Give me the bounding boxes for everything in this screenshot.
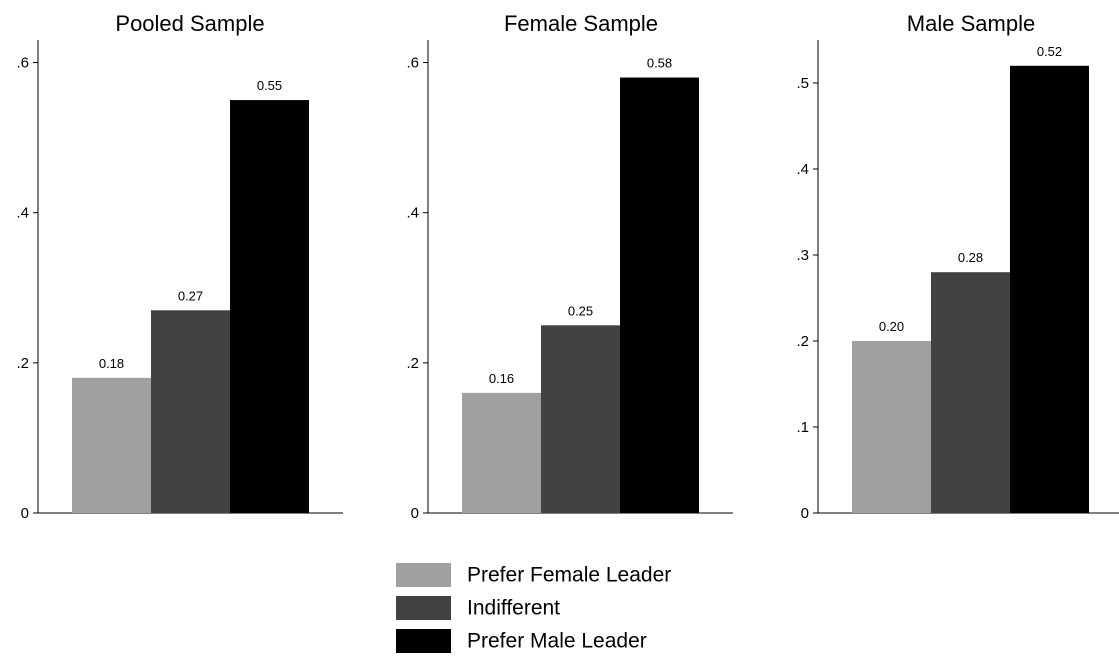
- y-tick-label: .4: [796, 161, 809, 178]
- y-tick-label: .1: [796, 419, 809, 436]
- y-tick-label: .2: [406, 355, 419, 372]
- y-tick-label: .3: [796, 247, 809, 264]
- bar-prefer-male-leader: [620, 77, 699, 514]
- y-tick-label: .2: [16, 355, 29, 372]
- legend-swatch-prefer-female-leader: [396, 563, 451, 587]
- bar-indifferent: [541, 325, 620, 513]
- y-tick-label: .5: [796, 75, 809, 92]
- panel-title: Male Sample: [907, 11, 1035, 36]
- bar-value-label: 0.18: [99, 356, 124, 371]
- bar-value-label: 0.55: [257, 78, 282, 93]
- panel-female-sample: Female Sample 0 .2 .4 .6 0.16 0.25 0.58: [406, 11, 733, 522]
- legend-swatch-prefer-male-leader: [396, 629, 451, 653]
- bar-value-label: 0.52: [1037, 44, 1062, 59]
- legend-label-prefer-male-leader: Prefer Male Leader: [467, 630, 647, 653]
- bar-indifferent: [151, 310, 230, 513]
- y-tick-label: .2: [796, 333, 809, 350]
- y-tick-label: .4: [16, 205, 29, 222]
- legend-label-prefer-female-leader: Prefer Female Leader: [467, 564, 671, 587]
- y-tick-label: .4: [406, 205, 419, 222]
- y-tick-label: .6: [16, 54, 29, 71]
- y-tick-label: 0: [21, 505, 29, 522]
- bar-prefer-female-leader: [852, 341, 931, 513]
- bar-prefer-male-leader: [230, 100, 309, 514]
- panel-title: Female Sample: [504, 11, 658, 36]
- y-tick-label: .6: [406, 54, 419, 71]
- bar-prefer-female-leader: [462, 392, 541, 513]
- bar-value-label: 0.58: [647, 56, 672, 71]
- bar-prefer-female-leader: [72, 377, 151, 513]
- bar-value-label: 0.25: [568, 303, 593, 318]
- bar-indifferent: [931, 272, 1010, 513]
- legend-swatch-indifferent: [396, 596, 451, 620]
- legend-label-indifferent: Indifferent: [467, 597, 560, 620]
- bar-value-label: 0.20: [879, 319, 904, 334]
- panel-pooled-sample: Pooled Sample 0 .2 .4 .6 0.18 0.27 0.55: [16, 11, 343, 522]
- bar-prefer-male-leader: [1010, 65, 1089, 514]
- panel-title: Pooled Sample: [115, 11, 264, 36]
- panel-male-sample: Male Sample 0 .1 .2 .3 .4 .5 0.20 0.28 0.52: [796, 11, 1119, 522]
- bar-value-label: 0.27: [178, 288, 203, 303]
- bar-value-label: 0.28: [958, 250, 983, 265]
- bar-value-label: 0.16: [489, 371, 514, 386]
- chart-legend: Prefer Female Leader Indifferent Prefer Ma…: [396, 563, 671, 653]
- y-tick-label: 0: [801, 505, 809, 522]
- y-tick-label: 0: [411, 505, 419, 522]
